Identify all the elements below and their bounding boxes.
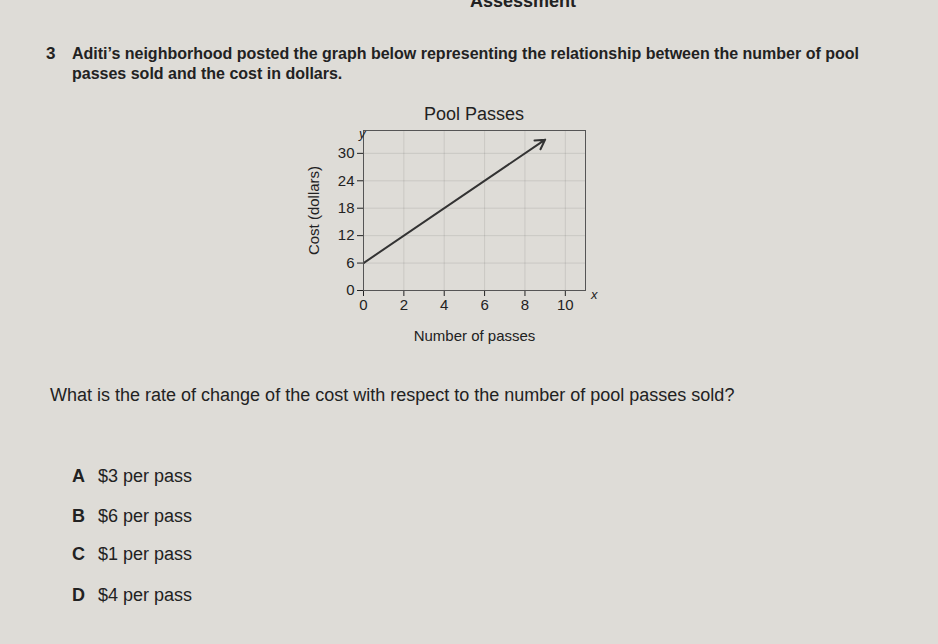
svg-text:x: x bbox=[590, 287, 598, 302]
html-text:$3 per pass: $3 per pass bbox=[98, 466, 193, 486]
svg-text:10: 10 bbox=[557, 296, 574, 313]
svg-text:24: 24 bbox=[338, 172, 355, 189]
svg-text:6: 6 bbox=[480, 296, 488, 313]
html-text:What is the rate of change of: What is the rate of change of the cost w… bbox=[50, 385, 735, 405]
svg-text:12: 12 bbox=[338, 226, 355, 243]
svg-text:Number of passes: Number of passes bbox=[414, 327, 536, 344]
html-text:$4 per pass: $4 per pass bbox=[98, 585, 193, 605]
html-text:A: A bbox=[72, 466, 85, 486]
html-text:B: B bbox=[72, 506, 85, 526]
html-text:$6 per pass: $6 per pass bbox=[98, 506, 193, 526]
svg-text:8: 8 bbox=[521, 296, 529, 313]
svg-text:y: y bbox=[358, 126, 367, 141]
html-text:C: C bbox=[72, 544, 85, 564]
svg-text:4: 4 bbox=[440, 296, 448, 313]
html-text:Aditi’s neighborhood posted th: Aditi’s neighborhood posted the graph be… bbox=[72, 45, 859, 82]
html-text:Pool Passes: Pool Passes bbox=[424, 104, 524, 124]
svg-text:0: 0 bbox=[346, 281, 354, 298]
svg-text:6: 6 bbox=[346, 254, 354, 271]
svg-text:18: 18 bbox=[338, 199, 355, 216]
svg-text:30: 30 bbox=[338, 144, 355, 161]
svg-text:0: 0 bbox=[359, 296, 367, 313]
html-text:3: 3 bbox=[46, 44, 56, 63]
svg-text:Cost (dollars): Cost (dollars) bbox=[305, 166, 322, 255]
svg-text:2: 2 bbox=[400, 296, 408, 313]
html-text:$1 per pass: $1 per pass bbox=[98, 544, 193, 564]
html-text:D: D bbox=[72, 585, 85, 605]
